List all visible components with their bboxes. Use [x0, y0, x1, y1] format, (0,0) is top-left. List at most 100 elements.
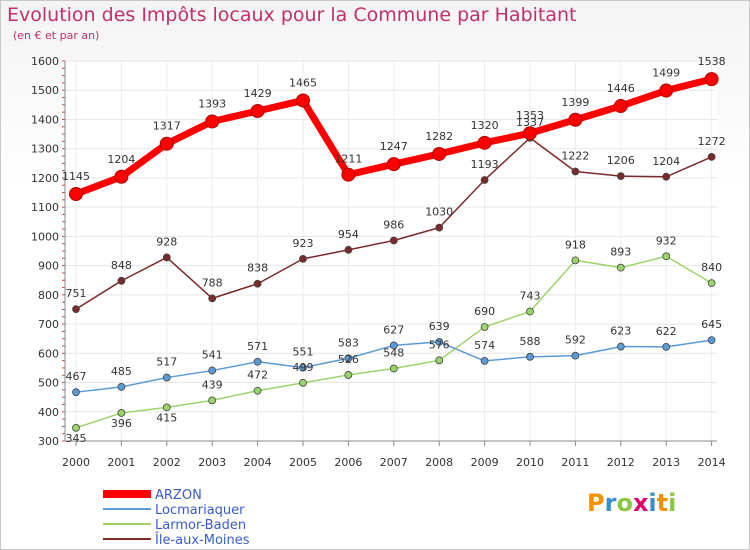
- data-point: [616, 263, 625, 272]
- y-tick-label: 1500: [31, 84, 59, 97]
- data-label: 1204: [107, 153, 135, 166]
- x-tick-label: 2004: [244, 456, 272, 469]
- data-label: 1538: [698, 55, 726, 68]
- data-label: 472: [247, 369, 268, 382]
- legend-label: Larmor-Baden: [155, 518, 246, 533]
- data-point: [480, 176, 489, 184]
- data-label: 396: [111, 417, 132, 430]
- data-point: [435, 338, 444, 346]
- data-point: [253, 357, 262, 366]
- data-point: [253, 279, 262, 288]
- data-point: [344, 245, 353, 254]
- data-label: 1393: [198, 98, 226, 111]
- y-tick-label: 500: [38, 377, 59, 390]
- data-label: 541: [202, 349, 223, 362]
- chart-title: Evolution des Impôts locaux pour la Comm…: [7, 4, 577, 26]
- data-label: 1222: [561, 149, 589, 162]
- data-label: 623: [610, 325, 631, 338]
- data-label: 918: [565, 238, 586, 251]
- data-point: [571, 256, 580, 265]
- y-tick-label: 1000: [31, 230, 59, 243]
- x-tick-label: 2003: [198, 456, 226, 469]
- data-label: 743: [520, 290, 541, 303]
- data-point: [114, 169, 129, 184]
- x-tick-label: 2006: [334, 456, 362, 469]
- data-label: 848: [111, 259, 132, 272]
- data-point: [432, 146, 447, 161]
- legend-label: Île-aux-Moines: [154, 532, 250, 548]
- data-label: 751: [66, 287, 87, 300]
- data-label: 838: [247, 262, 268, 275]
- x-tick-label: 2005: [289, 456, 317, 469]
- x-tick-label: 2012: [607, 456, 635, 469]
- data-point: [344, 371, 353, 379]
- data-point: [299, 363, 307, 372]
- data-label: 1499: [652, 67, 680, 80]
- data-label: 571: [247, 340, 268, 353]
- data-point: [707, 152, 716, 161]
- data-point: [208, 366, 217, 375]
- data-label: 1399: [561, 96, 589, 109]
- logo-letter: x: [632, 489, 649, 517]
- data-label: 1204: [652, 155, 680, 168]
- data-label: 1337: [516, 116, 544, 129]
- data-point: [208, 294, 217, 303]
- logo-letter: t: [656, 489, 669, 517]
- data-point: [69, 187, 83, 201]
- data-point: [526, 352, 534, 361]
- data-label: 517: [156, 356, 177, 369]
- data-label: 1465: [289, 76, 317, 89]
- data-point: [707, 279, 716, 288]
- logo-letter: P: [587, 489, 605, 517]
- data-label: 551: [293, 346, 314, 359]
- data-label: 923: [293, 237, 314, 250]
- data-label: 690: [474, 305, 495, 318]
- data-label: 986: [383, 218, 404, 231]
- data-point: [616, 342, 625, 351]
- data-label: 788: [202, 276, 223, 289]
- data-point: [523, 126, 537, 141]
- data-label: 1353: [516, 109, 544, 122]
- data-point: [162, 403, 171, 412]
- data-label: 439: [202, 378, 223, 391]
- y-tick-label: 900: [38, 260, 59, 273]
- legend-label: ARZON: [155, 488, 202, 503]
- x-tick-label: 2007: [380, 456, 408, 469]
- x-tick-label: 2009: [471, 456, 499, 469]
- data-point: [296, 93, 310, 108]
- x-tick-label: 2008: [425, 456, 453, 469]
- x-tick-label: 2001: [107, 456, 135, 469]
- data-label: 548: [383, 347, 404, 360]
- data-point: [72, 305, 80, 314]
- data-label: 485: [111, 365, 132, 378]
- y-tick-label: 1600: [31, 55, 59, 68]
- data-point: [341, 167, 356, 182]
- x-tick-label: 2014: [698, 456, 726, 469]
- data-label: 622: [656, 325, 677, 338]
- data-label: 1282: [425, 130, 453, 143]
- data-label: 1193: [471, 158, 499, 171]
- data-label: 1272: [698, 135, 726, 148]
- x-tick-label: 2000: [62, 456, 90, 469]
- data-point: [162, 373, 171, 382]
- data-label: 928: [156, 235, 177, 248]
- data-label: 954: [338, 228, 359, 241]
- data-point: [435, 223, 444, 232]
- data-label: 526: [338, 353, 359, 366]
- data-point: [659, 83, 674, 98]
- data-point: [435, 356, 444, 365]
- data-point: [299, 378, 307, 387]
- data-label: 1247: [380, 140, 408, 153]
- legend-label: Locmariaquer: [155, 503, 245, 518]
- data-label: 574: [474, 339, 495, 352]
- y-tick-label: 400: [38, 406, 59, 419]
- x-tick-label: 2013: [652, 456, 680, 469]
- data-point: [480, 323, 489, 331]
- chart-subtitle: (en € et par an): [13, 29, 100, 42]
- x-tick-label: 2010: [516, 456, 544, 469]
- data-label: 1317: [153, 120, 181, 133]
- y-tick-label: 1200: [31, 172, 59, 185]
- data-point: [571, 351, 580, 360]
- data-label: 645: [701, 318, 722, 331]
